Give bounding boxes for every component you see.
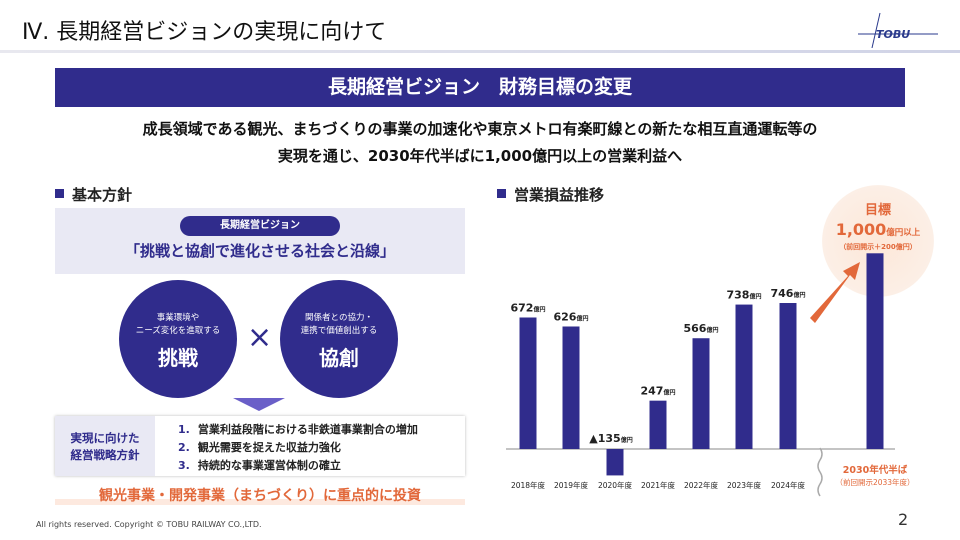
- circle-sub: 関係者との協力・: [305, 313, 373, 323]
- item-number: 2.: [178, 441, 190, 454]
- bar: [735, 304, 753, 449]
- data-label: 566億円: [684, 322, 719, 335]
- data-label: 746億円: [771, 287, 806, 300]
- target-period: 2030年代半ば: [843, 464, 908, 476]
- strategy-item: 1. 営業利益段階における非鉄道事業割合の増加: [178, 421, 418, 439]
- square-bullet-icon: [55, 189, 64, 198]
- strategy-label-line: 実現に向けた: [70, 431, 140, 445]
- item-text: 持続的な事業運営体制の確立: [197, 459, 341, 472]
- lead-line-1: 成長領域である観光、まちづくりの事業の加速化や東京メトロ有楽町線との新たな相互直…: [142, 120, 818, 138]
- circle-main: 協創: [319, 346, 359, 370]
- co-creation-circle: 関係者との協力・ 連携で価値創出する 協創: [280, 280, 398, 398]
- strategy-list: 1. 営業利益段階における非鉄道事業割合の増加 2. 観光需要を捉えた収益力強化 3…: [178, 421, 418, 475]
- square-bullet-icon: [497, 189, 506, 198]
- strategy-item: 2. 観光需要を捉えた収益力強化: [178, 439, 418, 457]
- target-unit: 億円以上: [886, 228, 921, 238]
- growth-arrow-icon: [810, 262, 860, 323]
- target-value: 1,000: [835, 220, 887, 239]
- vision-pill: 長期経営ビジョン: [180, 216, 340, 236]
- item-number: 3.: [178, 459, 190, 472]
- bar: [692, 338, 710, 449]
- header-divider: [0, 50, 960, 53]
- circle-sub: 連携で価値創出する: [300, 326, 378, 336]
- item-text: 営業利益段階における非鉄道事業割合の増加: [197, 423, 418, 436]
- svg-text:TOBU: TOBU: [876, 28, 910, 41]
- data-label: 247億円: [641, 385, 676, 398]
- strategy-item: 3. 持続的な事業運営体制の確立: [178, 457, 418, 475]
- bar: [649, 400, 667, 449]
- copyright: All rights reserved. Copyright © TOBU RA…: [36, 520, 262, 529]
- circle-sub: ニーズ変化を進取する: [135, 326, 221, 336]
- x-tick-label: 2018年度: [511, 480, 546, 490]
- page-title: Ⅳ. 長期経営ビジョンの実現に向けて: [22, 20, 387, 45]
- bar: [606, 449, 624, 476]
- target-period-note: （前回開示2033年度）: [835, 477, 914, 487]
- page-number: 2: [898, 510, 909, 529]
- target-title: 目標: [864, 203, 891, 218]
- tobu-logo: TOBU: [858, 12, 938, 48]
- circle-sub: 事業環境や: [156, 313, 200, 323]
- x-tick-label: 2021年度: [641, 480, 676, 490]
- times-icon: ×: [247, 320, 273, 355]
- strategy-label-line: 経営戦略方針: [70, 448, 140, 462]
- data-label: 738億円: [727, 289, 762, 302]
- operating-profit-chart: 2018年度 672億円 2019年度 626億円 2020年度 ▲135億円 2021年度…: [506, 253, 915, 497]
- x-tick-label: 2022年度: [684, 480, 719, 490]
- down-arrow-icon: [233, 398, 285, 411]
- bar: [779, 303, 797, 449]
- data-label: 626億円: [554, 310, 589, 323]
- x-tick-label: 2024年度: [771, 480, 806, 490]
- bar: [562, 326, 580, 449]
- x-tick-label: 2019年度: [554, 480, 589, 490]
- strategy-label: 実現に向けた 経営戦略方針: [55, 416, 155, 476]
- data-label: ▲135億円: [589, 432, 632, 445]
- axis-break-icon: [817, 447, 823, 497]
- section-banner: 長期経営ビジョン 財務目標の変更: [55, 68, 905, 107]
- x-tick-label: 2020年度: [598, 480, 633, 490]
- bar: [866, 253, 884, 449]
- policy-heading-text: 基本方針: [72, 186, 133, 204]
- vision-slogan: 「挑戦と協創で進化させる社会と沿線」: [124, 242, 395, 260]
- chart-title: 営業損益推移: [514, 186, 605, 204]
- lead-line-2: 実現を通じ、2030年代半ばに1,000億円以上の営業利益へ: [277, 147, 683, 165]
- policy-heading: 基本方針: [55, 184, 132, 205]
- x-tick-label: 2023年度: [727, 480, 762, 490]
- target-note: （前回開示＋200億円）: [839, 243, 917, 251]
- circle-main: 挑戦: [158, 346, 198, 370]
- item-text: 観光需要を捉えた収益力強化: [197, 441, 341, 454]
- data-label: 672億円: [511, 301, 546, 314]
- item-number: 1.: [178, 423, 190, 436]
- chart-heading: 営業損益推移: [497, 184, 604, 205]
- investment-focus: 観光事業・開発事業（まちづくり）に重点的に投資: [55, 485, 465, 505]
- challenge-circle: 事業環境やニーズ変化を進取する 挑戦: [119, 280, 237, 398]
- bar: [519, 317, 537, 449]
